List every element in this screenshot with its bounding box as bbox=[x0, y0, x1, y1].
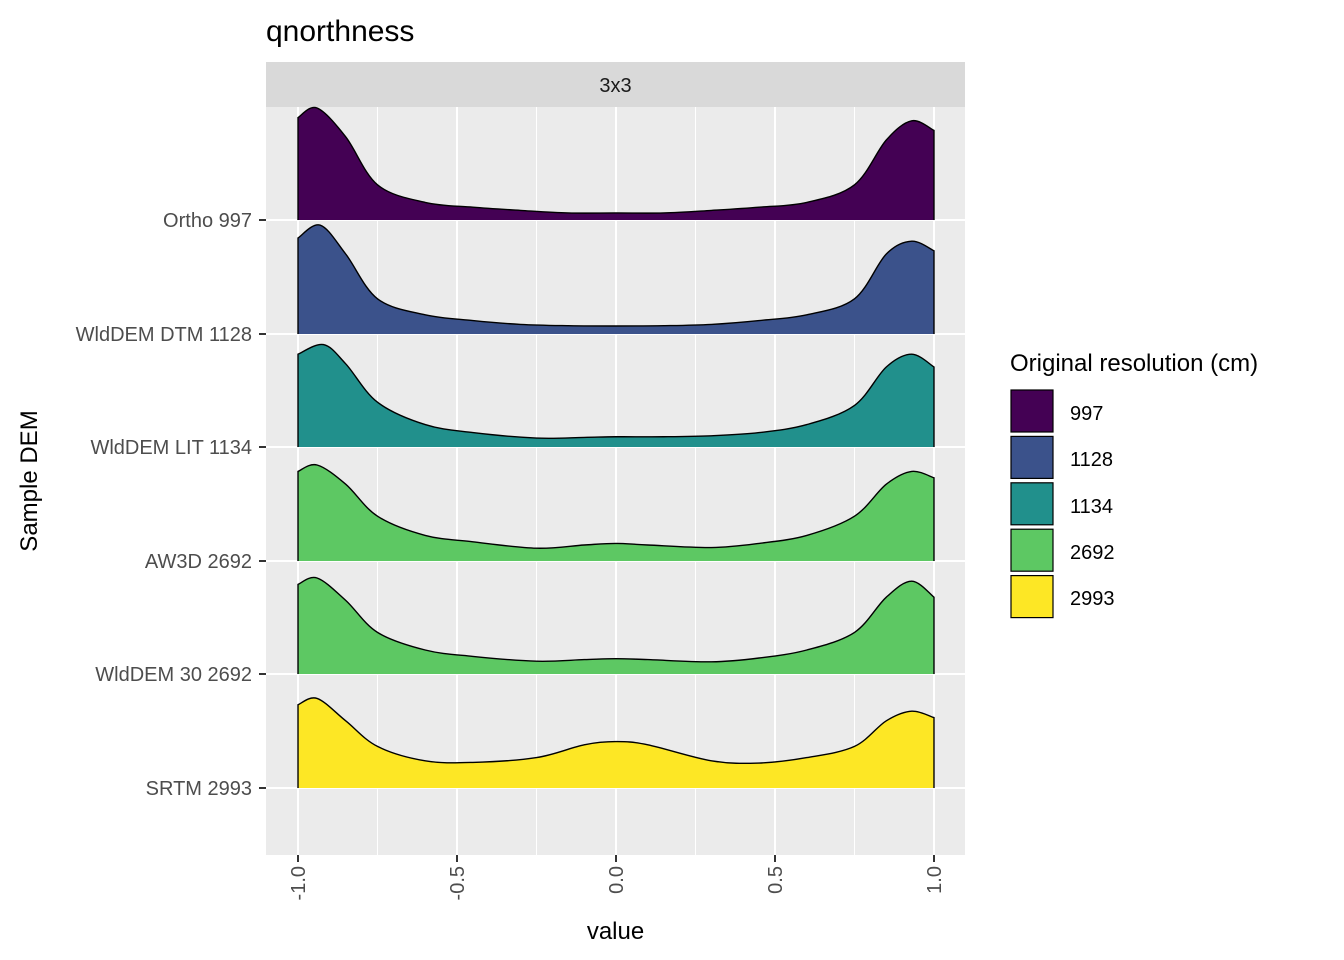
density-ridge-area bbox=[298, 107, 934, 220]
density-ridge-outline bbox=[297, 697, 935, 788]
density-ridge-area bbox=[298, 577, 934, 674]
legend-label: 1134 bbox=[1070, 496, 1113, 518]
legend-key-swatch bbox=[1010, 482, 1054, 526]
legend-label: 1128 bbox=[1070, 449, 1113, 471]
x-tick-label: 1.0 bbox=[924, 866, 946, 894]
density-ridge-area bbox=[298, 344, 934, 447]
density-ridge-outline bbox=[297, 343, 935, 447]
legend: Original resolution (cm) 997 1128 1134 2… bbox=[1010, 350, 1258, 619]
y-axis-title: Sample DEM bbox=[16, 410, 43, 551]
density-ridge-outline bbox=[297, 224, 935, 334]
density-ridges bbox=[297, 106, 935, 788]
x-tick-label: 0.0 bbox=[606, 866, 628, 894]
legend-title: Original resolution (cm) bbox=[1010, 350, 1258, 377]
chart-title: qnorthness bbox=[266, 15, 414, 48]
y-tick-label: WldDEM 30 2692 bbox=[95, 664, 252, 686]
facet-strip bbox=[266, 62, 965, 107]
y-tick-label: WldDEM DTM 1128 bbox=[76, 324, 252, 346]
density-ridge-area bbox=[298, 464, 934, 561]
y-axis: Ortho 997 WldDEM DTM 1128 WldDEM LIT 113… bbox=[76, 210, 252, 800]
y-tick-label: AW3D 2692 bbox=[145, 551, 252, 573]
density-ridge-outline bbox=[297, 106, 935, 220]
legend-key-swatch bbox=[1010, 389, 1054, 433]
y-tick-label: Ortho 997 bbox=[163, 210, 252, 232]
density-ridge-outline bbox=[297, 463, 935, 561]
legend-label: 2993 bbox=[1070, 588, 1115, 610]
legend-key-swatch bbox=[1010, 574, 1054, 619]
legend-keys bbox=[1010, 389, 1054, 619]
legend-key-swatch bbox=[1010, 435, 1054, 479]
legend-label: 2692 bbox=[1070, 542, 1115, 564]
density-ridge-outline bbox=[297, 576, 935, 674]
y-tick-marks bbox=[259, 219, 266, 789]
x-axis: -1.0 -0.5 0.0 0.5 1.0 bbox=[288, 866, 946, 900]
y-tick-label: SRTM 2993 bbox=[146, 778, 252, 800]
legend-key-swatch bbox=[1010, 528, 1054, 572]
facet-strip-label: 3x3 bbox=[599, 75, 631, 97]
density-ridge-area bbox=[298, 224, 934, 334]
x-tick-label: -0.5 bbox=[447, 866, 469, 900]
density-ridge-area bbox=[298, 697, 934, 788]
y-tick-label: WldDEM LIT 1134 bbox=[90, 437, 252, 459]
x-tick-marks bbox=[297, 855, 935, 862]
x-tick-label: -1.0 bbox=[288, 866, 310, 900]
legend-label: 997 bbox=[1070, 403, 1103, 425]
x-tick-label: 0.5 bbox=[765, 866, 787, 894]
x-axis-title: value bbox=[587, 918, 644, 945]
